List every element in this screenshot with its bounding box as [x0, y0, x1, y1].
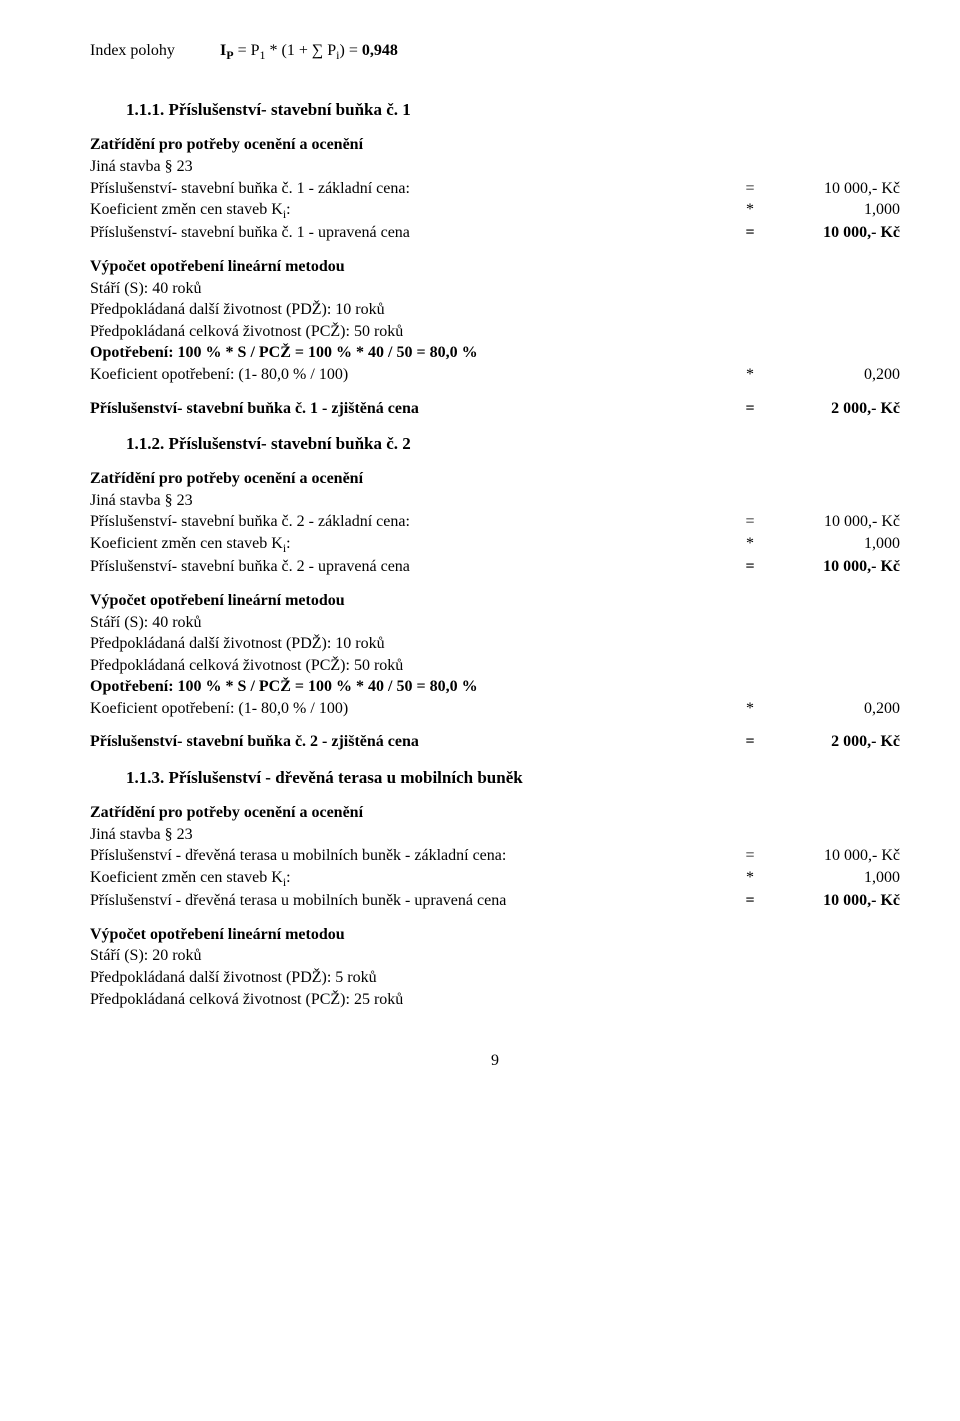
row-uc-3-r: 10 000,- Kč — [770, 890, 900, 912]
row-zj-1-m: = — [730, 398, 770, 420]
row-koef-3-l: Koeficient změn cen staveb Ki: — [90, 867, 730, 890]
section-title-3: 1.1.3. Příslušenství - dřevěná terasa u … — [126, 767, 900, 790]
heading-vyp-2: Výpočet opotřebení lineární metodou — [90, 590, 900, 612]
heading-vyp-1: Výpočet opotřebení lineární metodou — [90, 256, 900, 278]
ruc1l: Příslušenství- stavební buňka č. 1 - upr… — [90, 224, 410, 241]
row-uc-1-l: Příslušenství- stavební buňka č. 1 - upr… — [90, 222, 730, 244]
ix-m1: = P — [234, 42, 260, 59]
row-zj-2-l: Příslušenství- stavební buňka č. 2 - zji… — [90, 731, 730, 753]
row-ko-1: Koeficient opotřebení: (1- 80,0 % / 100)… — [90, 364, 900, 386]
row-koef-3-r: 1,000 — [770, 867, 900, 889]
row-koef-2-l: Koeficient změn cen staveb Ki: — [90, 533, 730, 556]
row-zj-1-r: 2 000,- Kč — [770, 398, 900, 420]
row-ko-1-l: Koeficient opotřebení: (1- 80,0 % / 100) — [90, 364, 730, 386]
jina-stavba-2: Jiná stavba § 23 — [90, 490, 900, 512]
section-title-1: 1.1.1. Příslušenství- stavební buňka č. … — [126, 99, 900, 122]
row-uc-2-l: Příslušenství- stavební buňka č. 2 - upr… — [90, 556, 730, 578]
row-zj-2-m: = — [730, 731, 770, 753]
row-zc-2: Příslušenství- stavební buňka č. 2 - zák… — [90, 511, 900, 533]
rk2b: : — [286, 535, 290, 552]
row-ko-2-l: Koeficient opotřebení: (1- 80,0 % / 100) — [90, 698, 730, 720]
pdz-1: Předpokládaná další životnost (PDŽ): 10 … — [90, 299, 900, 321]
pcz-2: Předpokládaná celková životnost (PCŽ): 5… — [90, 655, 900, 677]
row-ko-1-m: * — [730, 364, 770, 386]
row-zj-2: Příslušenství- stavební buňka č. 2 - zji… — [90, 731, 900, 753]
pdz-3: Předpokládaná další životnost (PDŽ): 5 r… — [90, 967, 900, 989]
ruc3l: Příslušenství - dřevěná terasa u mobilní… — [90, 892, 506, 909]
opot-1: Opotřebení: 100 % * S / PCŽ = 100 % * 40… — [90, 342, 900, 364]
index-formula: IP = P1 * (1 + ∑ Pi) = 0,948 — [220, 40, 900, 63]
rk2a: Koeficient změn cen staveb K — [90, 535, 283, 552]
row-zj-1: Příslušenství- stavební buňka č. 1 - zji… — [90, 398, 900, 420]
row-uc-2-r: 10 000,- Kč — [770, 556, 900, 578]
row-koef-1-l: Koeficient změn cen staveb Ki: — [90, 199, 730, 222]
ix-val: 0,948 — [362, 42, 398, 59]
row-uc-1-m: = — [730, 222, 770, 244]
rk1b: : — [286, 201, 290, 218]
ix-m2: * (1 + ∑ P — [266, 42, 337, 59]
row-zj-2-r: 2 000,- Kč — [770, 731, 900, 753]
row-koef-2: Koeficient změn cen staveb Ki: * 1,000 — [90, 533, 900, 556]
ix-m3: ) = — [340, 42, 362, 59]
stari-2: Stáří (S): 40 roků — [90, 612, 900, 634]
row-koef-1-r: 1,000 — [770, 199, 900, 221]
row-zc-2-l: Příslušenství- stavební buňka č. 2 - zák… — [90, 511, 730, 533]
rk3b: : — [286, 869, 290, 886]
rk3a: Koeficient změn cen staveb K — [90, 869, 283, 886]
stari-1: Stáří (S): 40 roků — [90, 278, 900, 300]
row-uc-1-r: 10 000,- Kč — [770, 222, 900, 244]
pcz-1: Předpokládaná celková životnost (PCŽ): 5… — [90, 321, 900, 343]
rk1a: Koeficient změn cen staveb K — [90, 201, 283, 218]
row-zc-1: Příslušenství- stavební buňka č. 1 - zák… — [90, 178, 900, 200]
row-koef-2-m: * — [730, 533, 770, 555]
row-zj-1-l: Příslušenství- stavební buňka č. 1 - zji… — [90, 398, 730, 420]
section-title-2: 1.1.2. Příslušenství- stavební buňka č. … — [126, 433, 900, 456]
ix-s1: P — [226, 48, 233, 62]
heading-zatr-2: Zatřídění pro potřeby ocenění a ocenění — [90, 468, 900, 490]
row-koef-3-m: * — [730, 867, 770, 889]
opot-2: Opotřebení: 100 % * S / PCŽ = 100 % * 40… — [90, 676, 900, 698]
heading-zatr-1: Zatřídění pro potřeby ocenění a ocenění — [90, 134, 900, 156]
heading-vyp-3: Výpočet opotřebení lineární metodou — [90, 924, 900, 946]
page-number: 9 — [90, 1050, 900, 1072]
row-uc-1: Příslušenství- stavební buňka č. 1 - upr… — [90, 222, 900, 244]
row-koef-1: Koeficient změn cen staveb Ki: * 1,000 — [90, 199, 900, 222]
row-zc-3-r: 10 000,- Kč — [770, 845, 900, 867]
index-line: Index polohy IP = P1 * (1 + ∑ Pi) = 0,94… — [90, 40, 900, 63]
pdz-2: Předpokládaná další životnost (PDŽ): 10 … — [90, 633, 900, 655]
row-koef-3: Koeficient změn cen staveb Ki: * 1,000 — [90, 867, 900, 890]
row-zc-3-m: = — [730, 845, 770, 867]
row-zc-2-m: = — [730, 511, 770, 533]
jina-stavba-3: Jiná stavba § 23 — [90, 824, 900, 846]
row-ko-2-r: 0,200 — [770, 698, 900, 720]
row-zc-1-r: 10 000,- Kč — [770, 178, 900, 200]
stari-3: Stáří (S): 20 roků — [90, 945, 900, 967]
row-ko-2-m: * — [730, 698, 770, 720]
row-zc-2-r: 10 000,- Kč — [770, 511, 900, 533]
row-uc-3: Příslušenství - dřevěná terasa u mobilní… — [90, 890, 900, 912]
jina-stavba-1: Jiná stavba § 23 — [90, 156, 900, 178]
row-ko-2: Koeficient opotřebení: (1- 80,0 % / 100)… — [90, 698, 900, 720]
row-zc-3-l: Příslušenství - dřevěná terasa u mobilní… — [90, 845, 730, 867]
ruc2l: Příslušenství- stavební buňka č. 2 - upr… — [90, 558, 410, 575]
row-zc-1-l: Příslušenství- stavební buňka č. 1 - zák… — [90, 178, 730, 200]
row-koef-2-r: 1,000 — [770, 533, 900, 555]
row-zc-1-m: = — [730, 178, 770, 200]
row-uc-2-m: = — [730, 556, 770, 578]
index-label: Index polohy — [90, 40, 220, 62]
row-koef-1-m: * — [730, 199, 770, 221]
row-zc-3: Příslušenství - dřevěná terasa u mobilní… — [90, 845, 900, 867]
row-uc-2: Příslušenství- stavební buňka č. 2 - upr… — [90, 556, 900, 578]
row-uc-3-l: Příslušenství - dřevěná terasa u mobilní… — [90, 890, 730, 912]
heading-zatr-3: Zatřídění pro potřeby ocenění a ocenění — [90, 802, 900, 824]
row-uc-3-m: = — [730, 890, 770, 912]
row-ko-1-r: 0,200 — [770, 364, 900, 386]
pcz-3: Předpokládaná celková životnost (PCŽ): 2… — [90, 989, 900, 1011]
